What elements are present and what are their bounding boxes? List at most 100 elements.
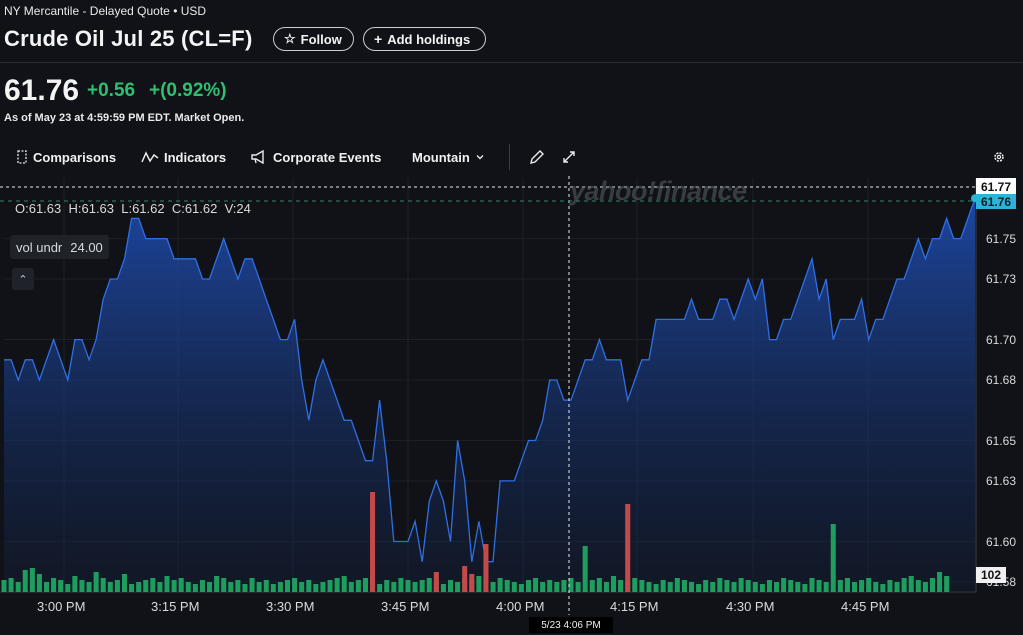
volume-bar-up [568, 578, 574, 592]
header-divider [0, 62, 1023, 63]
volume-axis-label: 102 [976, 567, 1006, 583]
volume-bar-up [880, 584, 886, 592]
volume-bar-up [192, 584, 198, 592]
volume-bar-up [107, 582, 113, 592]
volume-bar-up [540, 582, 546, 592]
volume-bar-up [114, 580, 120, 592]
indicators-label: Indicators [164, 149, 227, 165]
corporate-events-button[interactable]: Corporate Events [250, 140, 381, 174]
chart-type-dropdown[interactable]: Mountain [412, 140, 485, 174]
collapse-legend-button[interactable]: ⌃ [12, 268, 34, 290]
volume-bar-up [766, 580, 772, 592]
volume-bar-up [561, 580, 567, 592]
volume-bar-up [823, 582, 829, 592]
price-change-percent: +(0.92%) [149, 80, 227, 101]
volume-bar-up [455, 582, 461, 592]
volume-bar-up [284, 580, 291, 592]
current-price: 61.76 [4, 74, 80, 107]
draw-button[interactable] [528, 140, 546, 174]
volume-bar-up [355, 580, 361, 592]
volume-bar-up [922, 582, 928, 592]
volume-bar-up [263, 580, 269, 592]
y-axis-tick-label: 61.75 [986, 231, 1017, 246]
volume-bar-up [129, 584, 135, 592]
volume-bar-up [717, 578, 723, 592]
volume-bar-up [426, 578, 432, 592]
add-holdings-button[interactable]: + Add holdings [363, 27, 486, 51]
exchange-info: NY Mercantile - Delayed Quote • USD [4, 4, 207, 18]
price-change: +0.56 [87, 80, 136, 101]
volume-legend[interactable]: vol undr 24.00 [10, 235, 109, 259]
volume-bar-up [150, 578, 156, 592]
volume-bar-up [887, 580, 893, 592]
volume-bar-up [660, 580, 666, 592]
volume-bar-up [547, 580, 553, 592]
fullscreen-button[interactable] [562, 140, 576, 174]
settings-button[interactable] [992, 140, 1006, 174]
volume-bar-up [143, 580, 149, 592]
comparisons-button[interactable]: Comparisons [16, 140, 116, 174]
volume-bar-up [554, 582, 560, 592]
volume-bar-up [703, 580, 709, 592]
quote-timestamp: As of May 23 at 4:59:59 PM EDT. Market O… [4, 112, 245, 124]
volume-bar-up [348, 582, 354, 592]
gear-icon [994, 152, 1004, 162]
volume-bar-up [674, 578, 680, 592]
volume-bar-up [490, 582, 496, 592]
volume-bar-up [221, 578, 227, 592]
volume-bar-up [476, 576, 482, 592]
volume-bar-up [575, 582, 581, 592]
volume-bar-up [419, 580, 425, 592]
volume-bar-up [249, 578, 255, 592]
volume-bar-up [745, 580, 751, 592]
follow-label: Follow [300, 31, 342, 47]
plus-icon: + [374, 31, 383, 47]
volume-bar-up [908, 576, 914, 592]
ohlcv-readout: O:61.63 H:61.63 L:61.62 C:61.62 V:24 [15, 201, 251, 216]
x-axis-tick-label: 3:15 PM [151, 599, 200, 614]
volume-bar-up [384, 580, 390, 592]
volume-bar-up [299, 582, 305, 592]
volume-bar-up [412, 582, 418, 592]
volume-bar-up [795, 582, 801, 592]
volume-bar-down [483, 544, 489, 592]
indicators-button[interactable]: Indicators [141, 140, 226, 174]
volume-bar-up [603, 582, 609, 592]
volume-bar-up [199, 580, 205, 592]
volume-bar-up [440, 584, 446, 592]
volume-bar-up [618, 580, 624, 592]
volume-bar-up [15, 582, 21, 592]
volume-bar-down [433, 572, 439, 592]
volume-bar-up [44, 582, 50, 592]
y-axis-tick-label: 61.73 [986, 271, 1017, 286]
volume-bar-up [929, 578, 935, 592]
volume-bar-down [462, 566, 468, 592]
x-axis-tick-label: 4:00 PM [496, 599, 545, 614]
volume-bar-up [22, 570, 28, 592]
volume-bar-up [859, 580, 865, 592]
volume-bar-up [511, 582, 517, 592]
y-axis-tick-label: 61.68 [986, 372, 1017, 387]
volume-bar-up [759, 584, 765, 592]
volume-bar-up [533, 578, 539, 592]
follow-button[interactable]: ☆ Follow [273, 27, 354, 51]
volume-bar-up [667, 582, 673, 592]
volume-bar-up [497, 578, 503, 592]
volume-bar-up [235, 580, 241, 592]
volume-bar-up [816, 580, 822, 592]
volume-bar-up [915, 580, 921, 592]
volume-bar-up [341, 576, 347, 592]
volume-bar-up [774, 582, 780, 592]
volume-bar-up [277, 582, 283, 592]
volume-bar-up [653, 584, 659, 592]
x-axis-tick-label: 3:30 PM [266, 599, 315, 614]
volume-bar-up [334, 578, 340, 592]
volume-bar-up [72, 576, 78, 592]
x-axis-tick-label: 4:45 PM [841, 599, 890, 614]
volume-bar-up [724, 580, 730, 592]
volume-bar-up [306, 580, 312, 592]
volume-bar-up [8, 578, 14, 592]
add-holdings-label: Add holdings [387, 31, 471, 47]
volume-bar-up [320, 582, 326, 592]
